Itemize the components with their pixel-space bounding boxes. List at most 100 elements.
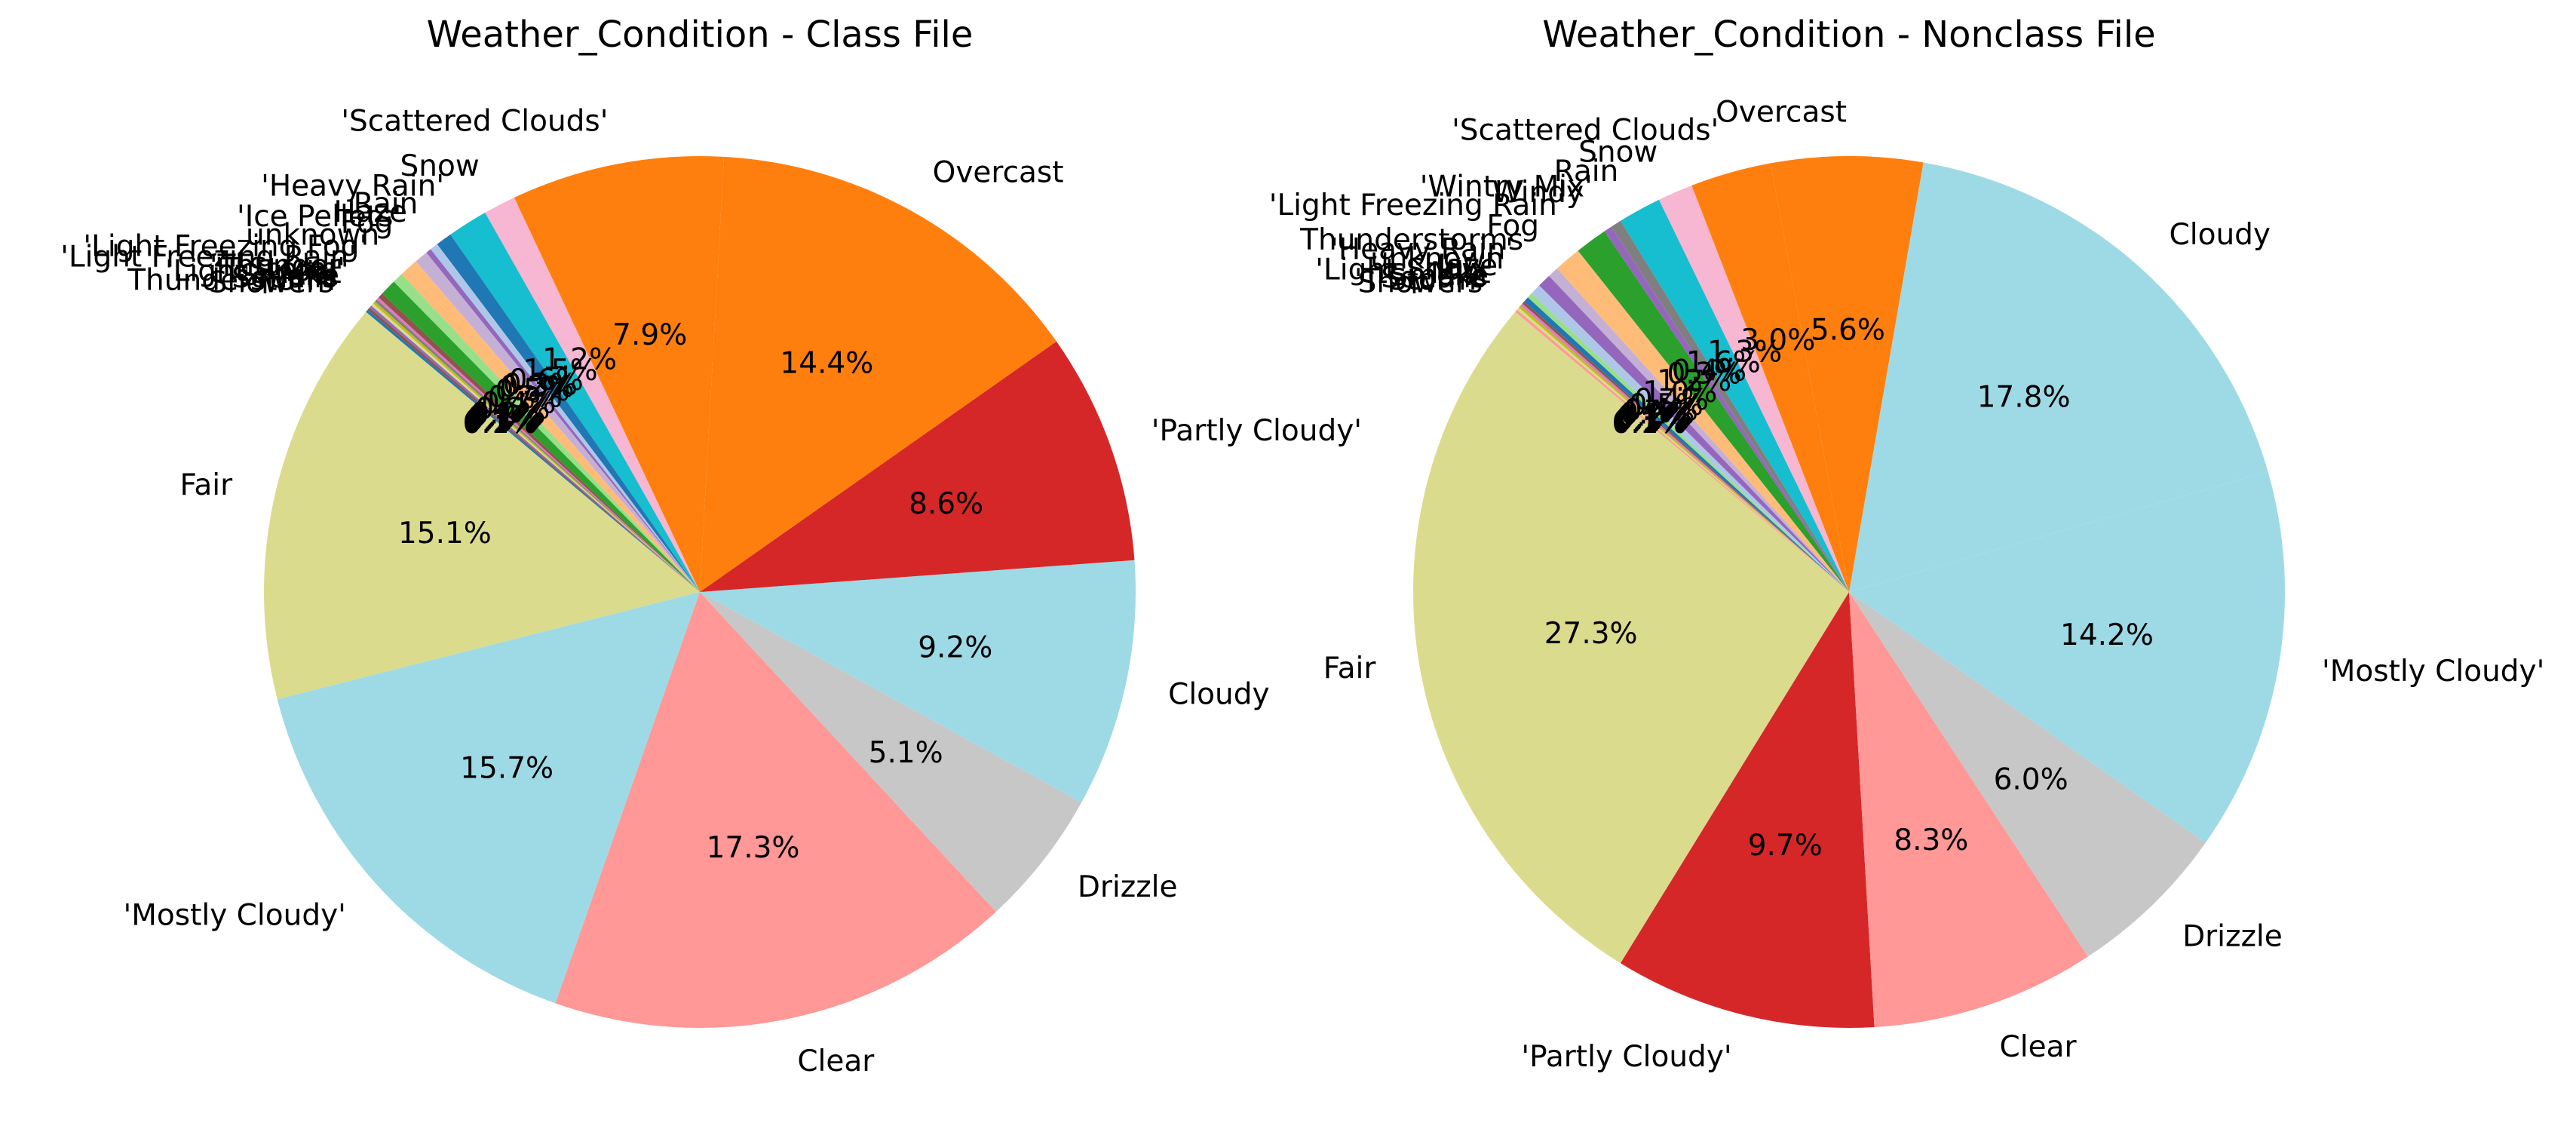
chart-title: Weather_Condition - Nonclass File	[1542, 14, 2155, 56]
percentage-label: 8.3%	[1894, 824, 1968, 857]
pie-slice	[394, 274, 700, 592]
slice-label: 'Light Snow'	[1315, 253, 1493, 287]
pie-slice	[1528, 293, 1849, 592]
slice-label: 'Thunder'	[210, 249, 348, 283]
slice-label: Fog	[1486, 209, 1539, 243]
percentage-label: 17.8%	[1977, 380, 2071, 414]
pie-slice	[1549, 268, 1849, 592]
percentage-label: 1.3%	[1707, 336, 1782, 370]
slice-label: Snow	[1578, 135, 1658, 169]
pie-slices	[1413, 155, 2286, 1028]
pie-slice	[1604, 226, 1849, 592]
percentage-label: 0.1%	[466, 403, 541, 437]
slice-label: 'Partly Cloudy'	[1521, 1040, 1731, 1074]
pie-slice	[426, 249, 700, 592]
pie-slice	[485, 198, 700, 592]
pie-slice	[416, 252, 700, 592]
slice-label: 'Scattered Clouds'	[1452, 114, 1719, 148]
slice-label: Cloudy	[1168, 677, 1269, 711]
pie-slice	[1516, 307, 1849, 592]
pie-slice	[401, 261, 700, 592]
slice-label: 'T-Storm'	[215, 252, 345, 286]
percentage-label: 8.6%	[909, 487, 983, 521]
percentage-label: 0.2%	[471, 397, 545, 431]
percentage-labels: 27.3%9.7% 8.3%6.0%14.2%17.8%5.6%3.0%1.3%1…	[1544, 314, 2154, 863]
percentage-label: 1.5%	[523, 354, 598, 388]
pie-slice	[1771, 155, 1924, 592]
percentage-label: 0.2%	[1620, 397, 1694, 431]
percentage-label: 0.1%	[1615, 403, 1690, 437]
pie-slice	[450, 213, 700, 592]
slice-label: 'T-Storm'	[1354, 263, 1485, 297]
slice-label: Rain	[354, 187, 419, 221]
slice-label: 'Wintry Mix'	[1420, 170, 1593, 204]
slice-label: Snow	[400, 149, 480, 183]
pie-slice	[1524, 297, 1849, 592]
slice-label: Windy	[1492, 176, 1584, 210]
slice-label: 'Light Snow'	[165, 254, 343, 288]
pie-slice	[700, 592, 1082, 912]
percentage-label: 14.4%	[780, 346, 873, 380]
pie-slice	[376, 297, 700, 592]
slice-label: Showers	[209, 265, 334, 299]
slice-label: 'Ice Pellets'	[237, 200, 401, 234]
percentage-label: 0.1%	[464, 405, 538, 439]
percentage-label: 15.1%	[398, 517, 492, 551]
pie-slice	[264, 311, 700, 700]
percentage-label: 0.3%	[503, 368, 578, 402]
pie-slice	[373, 301, 700, 592]
slice-label: 'Light Freezing Fog'	[83, 229, 367, 263]
slice-labels: Fair 'Partly Cloudy' Clear Drizzle 'Mostly C…	[1269, 96, 2545, 1074]
pie-slice	[371, 303, 700, 592]
percentage-label: 17.3%	[707, 831, 800, 865]
pie-slice	[382, 281, 700, 592]
slice-label: Mist	[281, 256, 342, 290]
slice-label: Thunderstorm	[127, 263, 336, 297]
percentage-label: 15.7%	[460, 752, 554, 786]
percentage-label: 0.1%	[1613, 405, 1688, 439]
slice-label: Clear	[2000, 1030, 2078, 1064]
pie-slice	[1620, 199, 1849, 592]
pie-slice	[1531, 285, 1849, 592]
pie-slice	[1518, 305, 1849, 592]
percentage-label: 0.2%	[500, 370, 575, 404]
percentage-label: 0.6%	[509, 363, 584, 397]
slice-label: Clear	[797, 1044, 875, 1078]
slice-label: unknown	[1370, 242, 1504, 276]
percentage-label: 0.1%	[469, 399, 544, 433]
percentage-label: 0.1%	[1616, 401, 1691, 435]
percentage-label: 9.2%	[918, 631, 992, 665]
pie-slice	[1658, 186, 1849, 592]
slice-label: 'Light Freezing Rain'	[1269, 189, 1566, 222]
percentage-label: 5.1%	[869, 736, 943, 770]
percentage-label: 0.1%	[465, 403, 539, 437]
slice-label: Drizzle	[2182, 919, 2283, 953]
slice-label: 'Heavy Rain'	[261, 170, 444, 204]
percentage-label: 27.3%	[1544, 617, 1638, 651]
percentage-label: 7.9%	[612, 318, 687, 352]
percentage-label: 0.1%	[462, 406, 537, 440]
percentage-label: 0.3%	[1667, 357, 1742, 391]
percentage-label: 1.6%	[1686, 345, 1761, 379]
pie-slice	[375, 299, 700, 592]
pie-chart-2: Weather_Condition - Nonclass File Fair 'Pa…	[1269, 14, 2545, 1074]
pie-slice	[1515, 309, 1849, 592]
pie-chart-1: Weather_Condition - Class File Fair 'Mostl…	[60, 14, 1362, 1078]
slice-label: 'Partly Cloudy'	[1152, 414, 1362, 448]
percentage-label: 0.6%	[475, 392, 550, 426]
percentage-label: 0.4%	[481, 387, 556, 421]
percentage-label: 0.4%	[1672, 354, 1746, 388]
pie-slice	[367, 307, 700, 592]
slice-label: Rain	[1554, 155, 1619, 189]
pie-slice	[437, 235, 700, 592]
slice-label: Thunderstorms	[1299, 223, 1523, 257]
percentage-label: 0.5%	[1629, 388, 1704, 422]
percentage-label: 0.2%	[1618, 400, 1692, 434]
pie-slice	[555, 592, 996, 1029]
slice-label: Fair	[1323, 652, 1377, 686]
slice-label: Mist	[1431, 256, 1491, 290]
chart-title: Weather_Condition - Class File	[427, 14, 974, 56]
pie-slice	[366, 309, 700, 592]
pie-slice	[1849, 471, 2286, 843]
